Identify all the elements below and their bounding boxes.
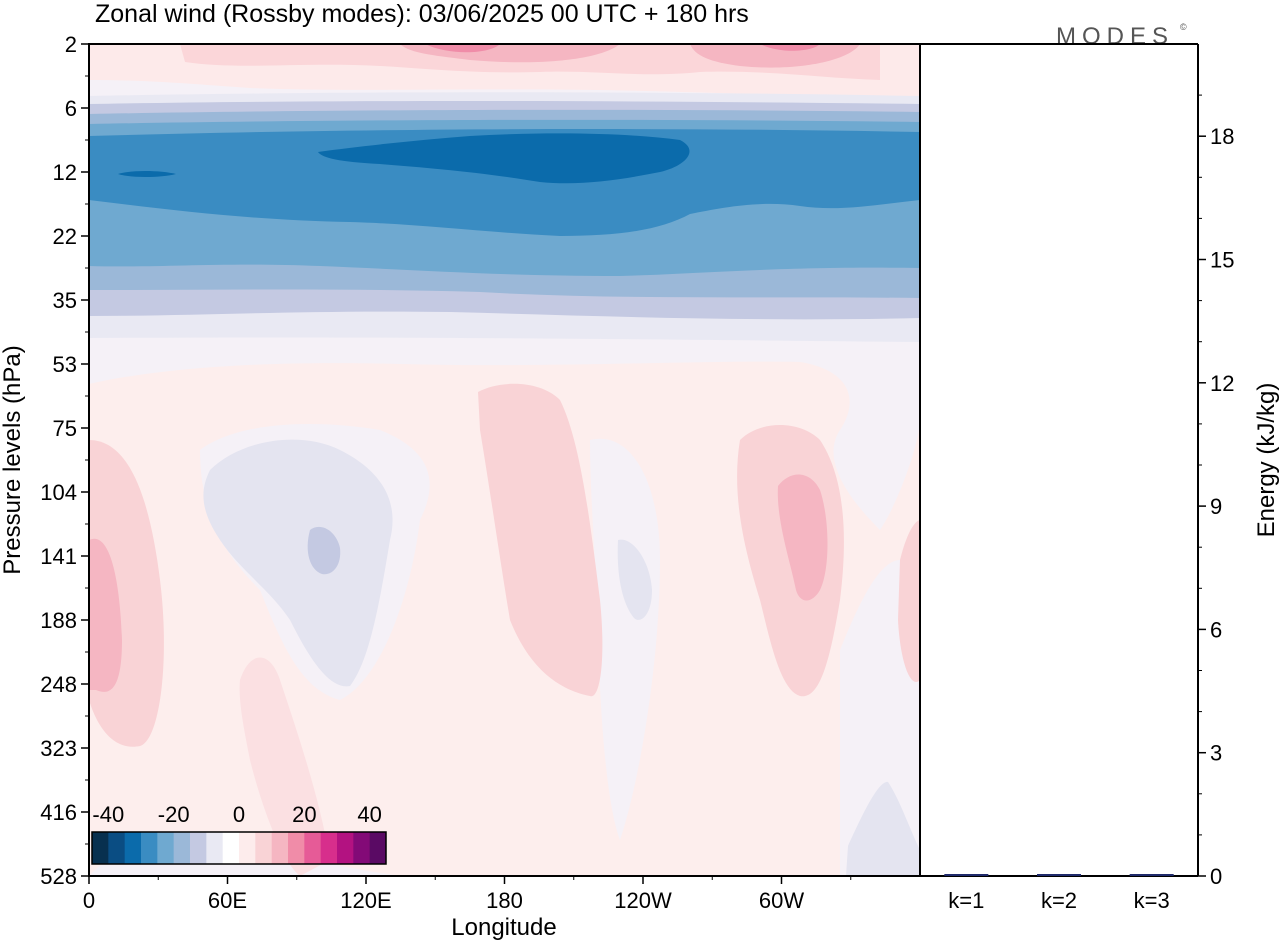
energy-axis: 0 3 6 9 12 15 18 [1198, 94, 1234, 889]
colorbar-tick-label: 0 [233, 802, 245, 827]
colorbar-swatch [108, 832, 126, 864]
longitude-tick-label: 0 [83, 888, 95, 913]
colorbar-swatch [124, 832, 142, 864]
pressure-tick-label: 12 [53, 160, 77, 185]
longitude-tick-label: 60W [759, 888, 804, 913]
colorbar-swatch [369, 832, 387, 864]
westerly-max-60w-core [777, 474, 828, 601]
westerly-max-east-edge [898, 520, 920, 682]
energy-bar [1037, 874, 1081, 876]
pressure-tick-label: 35 [53, 288, 77, 313]
pressure-tick-label: 141 [40, 544, 77, 569]
longitude-tick-label: 180 [486, 888, 523, 913]
energy-tick-label: 15 [1210, 248, 1234, 273]
colorbar-swatch [157, 832, 175, 864]
pressure-tick-label: 323 [40, 736, 77, 761]
easterly-jet-core [318, 133, 690, 184]
pressure-axis-label: Pressure levels (hPa) [0, 345, 26, 574]
easterly-pocket-east-surface [846, 781, 920, 876]
colorbar-tick-label: -20 [158, 802, 190, 827]
longitude-tick-label: 120E [340, 888, 391, 913]
colorbar-frame [91, 831, 387, 865]
pressure-tick-label: 6 [65, 96, 77, 121]
pressure-tick-label: 528 [40, 864, 77, 889]
colorbar [91, 831, 387, 865]
colorbar-tick-label: 20 [292, 802, 316, 827]
colorbar-swatch [92, 832, 109, 864]
colorbar-swatch [304, 832, 322, 864]
energy-tick-label: 18 [1210, 124, 1234, 149]
colorbar-swatch [288, 832, 305, 864]
longitude-axis: 0 60E 120E 180 120W 60W [83, 876, 852, 913]
pressure-tick-label: 248 [40, 672, 77, 697]
modes-logo-mark: © [1180, 22, 1187, 32]
lower-neutral-pocket-2 [590, 438, 660, 840]
pressure-tick-label: 75 [53, 416, 77, 441]
upper-westerly-peak-2 [760, 44, 820, 51]
colorbar-swatch [190, 832, 207, 864]
upper-westerly-peak-1 [425, 44, 500, 53]
westerly-max-180 [478, 383, 603, 697]
upper-westerly-core-2 [690, 44, 860, 68]
energy-category-label: k=2 [1041, 888, 1077, 913]
pressure-tick-label: 2 [65, 32, 77, 57]
colorbar-swatch [271, 832, 289, 864]
pressure-tick-label: 104 [40, 480, 77, 505]
energy-bar [944, 874, 989, 876]
colorbar-tick-label: 40 [357, 802, 381, 827]
chart-title: Zonal wind (Rossby modes): 03/06/2025 00… [95, 0, 749, 28]
colorbar-swatch [337, 832, 354, 864]
energy-bars: k=1 k=2 k=3 [944, 874, 1174, 913]
longitude-axis-label: Longitude [451, 914, 556, 941]
colorbar-ticks: -40 -20 0 20 40 [92, 802, 381, 827]
colorbar-swatch [320, 832, 338, 864]
longitude-tick-label: 60E [208, 888, 247, 913]
easterly-layer-5 [89, 129, 920, 236]
pressure-tick-label: 22 [53, 224, 77, 249]
energy-tick-label: 3 [1210, 741, 1222, 766]
zonal-wind-field [89, 44, 920, 876]
easterly-pocket-130w [617, 539, 652, 620]
colorbar-swatch [141, 832, 158, 864]
modes-logo-text: MODES [1056, 23, 1174, 50]
pressure-tick-label: 53 [53, 352, 77, 377]
energy-bar [1129, 874, 1174, 876]
colorbar-swatch [222, 832, 240, 864]
energy-tick-label: 9 [1210, 494, 1222, 519]
westerly-max-0e-core [89, 538, 122, 692]
energy-tick-label: 0 [1210, 864, 1222, 889]
energy-category-label: k=1 [948, 888, 984, 913]
pressure-axis: 2 6 12 22 35 53 75 104 141 188 248 323 416 528 [40, 32, 89, 889]
colorbar-swatch [255, 832, 273, 864]
easterly-pocket-100e-core [307, 526, 341, 575]
energy-tick-label: 12 [1210, 371, 1234, 396]
energy-axis-label: Energy (kJ/kg) [1253, 383, 1280, 538]
energy-category-label: k=3 [1134, 888, 1170, 913]
pressure-tick-label: 416 [40, 800, 77, 825]
easterly-jet-secondary [118, 171, 176, 177]
pressure-tick-label: 188 [40, 608, 77, 633]
energy-tick-label: 6 [1210, 617, 1222, 642]
colorbar-swatch [206, 832, 224, 864]
easterly-pocket-100e [203, 439, 393, 687]
westerly-max-90e [239, 657, 330, 876]
colorbar-tick-label: -40 [92, 802, 124, 827]
longitude-tick-label: 120W [614, 888, 672, 913]
colorbar-swatch [239, 832, 256, 864]
colorbar-swatch [173, 832, 191, 864]
colorbar-swatch [353, 832, 371, 864]
